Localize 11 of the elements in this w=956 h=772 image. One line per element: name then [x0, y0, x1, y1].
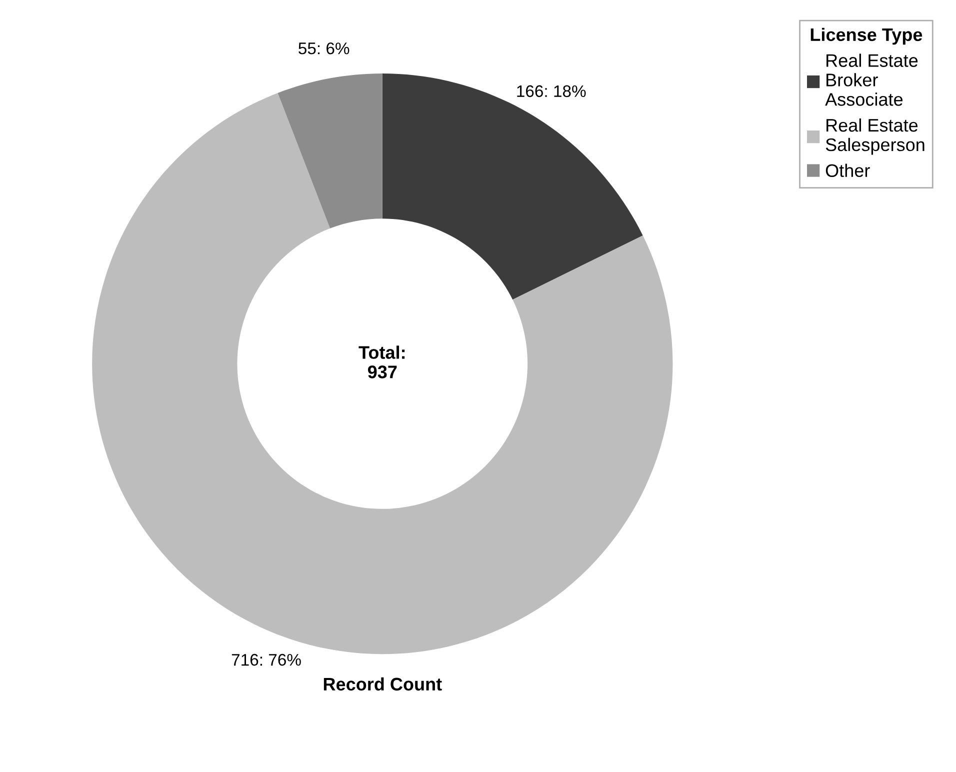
- legend-label: Real Estate Broker Associate: [825, 54, 918, 106]
- donut-slice: [278, 73, 382, 228]
- text: Total: 937: [358, 346, 405, 378]
- data-label: 55: 6%: [298, 42, 350, 54]
- legend-label: Other: [826, 164, 870, 178]
- legend-title: License Type: [810, 28, 922, 45]
- data-label: 166: 18%: [517, 85, 586, 98]
- text: Record Count: [324, 677, 442, 691]
- data-label: 716: 76%: [232, 654, 301, 666]
- donut-slice: [382, 73, 643, 300]
- legend-label: Real Estate Salesperson: [826, 118, 924, 155]
